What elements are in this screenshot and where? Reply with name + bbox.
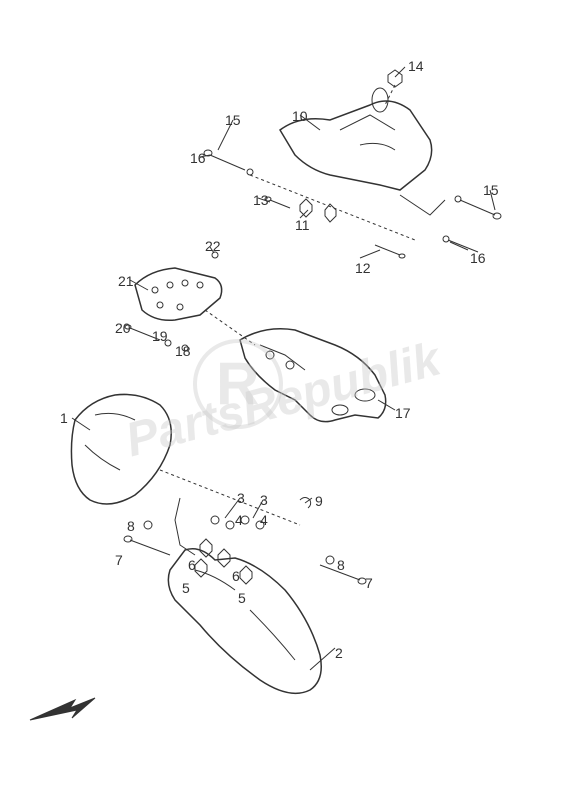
parts-11-12-13 (265, 197, 405, 258)
part-label-16-b: 16 (470, 250, 486, 266)
part-label-18: 18 (175, 343, 191, 359)
part-label-14: 14 (408, 58, 424, 74)
part-label-5-b: 5 (238, 590, 246, 606)
part-label-3-b: 3 (260, 492, 268, 508)
exploded-diagram: R PartsRepublik 123344556677889101112131… (0, 0, 566, 800)
part-1-fender (71, 394, 171, 504)
part-21-plate (135, 268, 222, 320)
part-label-10: 10 (292, 108, 308, 124)
part-label-17: 17 (395, 405, 411, 421)
part-label-13: 13 (253, 192, 269, 208)
part-label-15-a: 15 (225, 112, 241, 128)
part-label-22: 22 (205, 238, 221, 254)
part-15-16-right (443, 196, 501, 252)
part-label-7-a: 7 (115, 552, 123, 568)
part-label-8-a: 8 (127, 518, 135, 534)
part-label-6-b: 6 (232, 568, 240, 584)
direction-arrow (30, 698, 95, 720)
part-15-16-left (204, 150, 253, 175)
part-label-4-b: 4 (260, 512, 268, 528)
diagram-svg (0, 0, 566, 800)
part-label-11: 11 (295, 217, 310, 233)
part-17-bracket (240, 329, 386, 422)
part-label-19: 19 (152, 328, 168, 344)
part-label-5-a: 5 (182, 580, 190, 596)
part-label-16-a: 16 (190, 150, 206, 166)
part-label-8-b: 8 (337, 557, 345, 573)
part-label-7-b: 7 (365, 575, 373, 591)
part-label-20: 20 (115, 320, 131, 336)
part-label-4-a: 4 (235, 512, 243, 528)
part-label-2: 2 (335, 645, 343, 661)
center-hardware (124, 498, 366, 585)
part-label-9: 9 (315, 493, 323, 509)
part-label-15-b: 15 (483, 182, 499, 198)
part-label-3-a: 3 (237, 490, 245, 506)
part-label-1: 1 (60, 410, 68, 426)
part-label-12: 12 (355, 260, 371, 276)
part-label-21: 21 (118, 273, 134, 289)
part-label-6-a: 6 (188, 557, 196, 573)
